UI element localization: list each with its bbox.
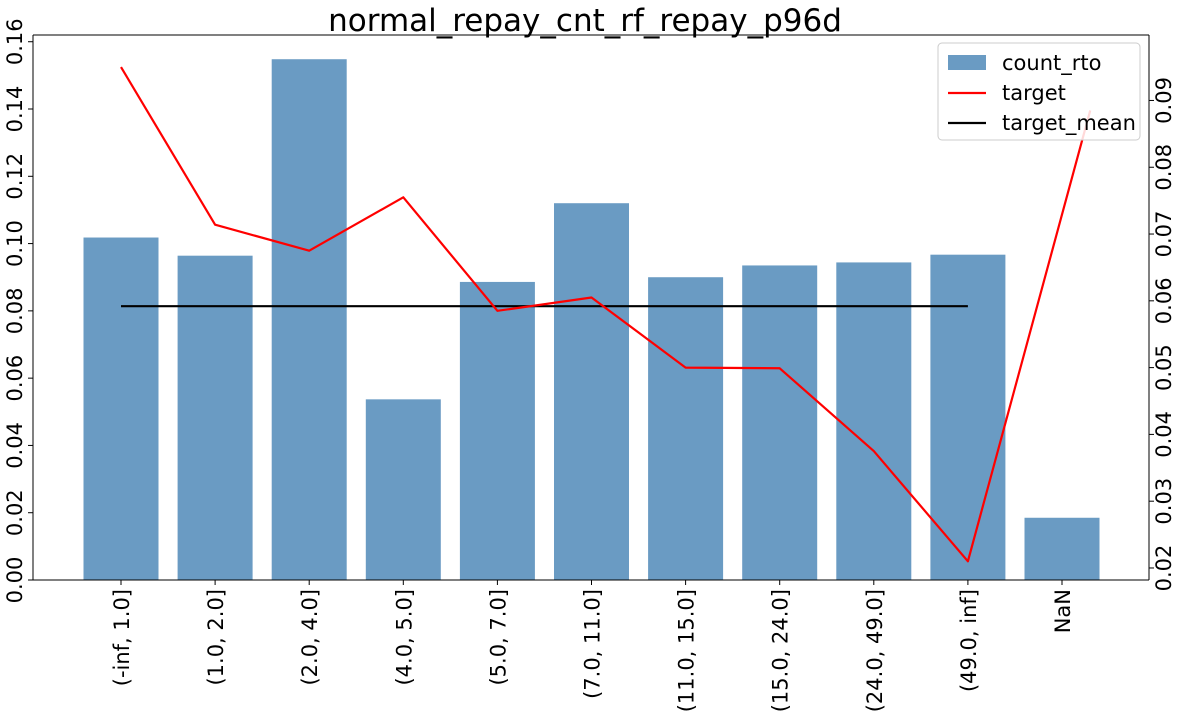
lines-layer <box>120 66 1092 563</box>
right-tick-label-3: 0.05 <box>1152 344 1176 391</box>
right-tick-label-4: 0.06 <box>1152 277 1176 324</box>
left-tick-label-8: 0.16 <box>3 18 27 65</box>
right-tick-label-1: 0.03 <box>1152 478 1176 525</box>
left-tick-label-4: 0.08 <box>3 287 27 334</box>
left-tick-label-1: 0.02 <box>3 489 27 536</box>
target-line <box>120 66 1092 563</box>
bar-0 <box>83 237 159 580</box>
x-tick-label-10: NaN <box>1051 589 1075 633</box>
x-tick-label-2: (2.0, 4.0] <box>298 589 322 686</box>
bar-9 <box>930 254 1006 580</box>
x-tick-label-1: (1.0, 2.0] <box>204 589 228 686</box>
x-tick-label-6: (11.0, 15.0] <box>675 589 699 712</box>
left-tick-label-7: 0.14 <box>3 86 27 133</box>
left-tick-label-6: 0.12 <box>3 153 27 200</box>
legend-label-0: count_rto <box>1002 51 1101 76</box>
bar-7 <box>742 265 818 580</box>
axes-layer: 0.00 0.02 0.04 0.06 0.08 0.10 0.12 0.14 0.16 0.02… <box>3 18 1176 712</box>
right-tick-label-0: 0.02 <box>1152 545 1176 592</box>
bars-layer <box>83 59 1100 581</box>
x-tick-label-9: (49.0, inf] <box>957 589 981 692</box>
bar-6 <box>648 277 724 580</box>
bar-1 <box>177 255 253 581</box>
x-tick-label-4: (5.0, 7.0] <box>486 589 510 686</box>
x-tick-label-7: (15.0, 24.0] <box>769 589 793 712</box>
left-tick-label-3: 0.06 <box>3 355 27 402</box>
legend-label-2: target_mean <box>1002 111 1136 136</box>
bar-2 <box>271 59 347 580</box>
right-tick-label-5: 0.07 <box>1152 211 1176 258</box>
bar-5 <box>554 203 629 580</box>
bar-10 <box>1024 517 1100 580</box>
x-tick-label-0: (-inf, 1.0] <box>110 589 134 686</box>
right-tick-label-2: 0.04 <box>1152 411 1176 458</box>
x-tick-label-8: (24.0, 49.0] <box>863 589 887 712</box>
x-tick-label-5: (7.0, 11.0] <box>581 589 605 699</box>
bar-4 <box>459 281 535 580</box>
chart-title: normal_repay_cnt_rf_repay_p96d <box>328 3 842 39</box>
left-tick-label-5: 0.10 <box>3 220 27 267</box>
left-tick-label-0: 0.00 <box>3 557 27 604</box>
legend-label-1: target <box>1002 81 1066 105</box>
bar-3 <box>365 399 441 580</box>
right-tick-label-6: 0.08 <box>1152 144 1176 191</box>
x-tick-label-3: (4.0, 5.0] <box>392 589 416 686</box>
legend-swatch-0 <box>948 55 986 70</box>
left-tick-label-2: 0.04 <box>3 422 27 469</box>
legend-box <box>937 42 1141 141</box>
bar-8 <box>836 262 912 580</box>
right-tick-label-7: 0.09 <box>1152 77 1176 124</box>
